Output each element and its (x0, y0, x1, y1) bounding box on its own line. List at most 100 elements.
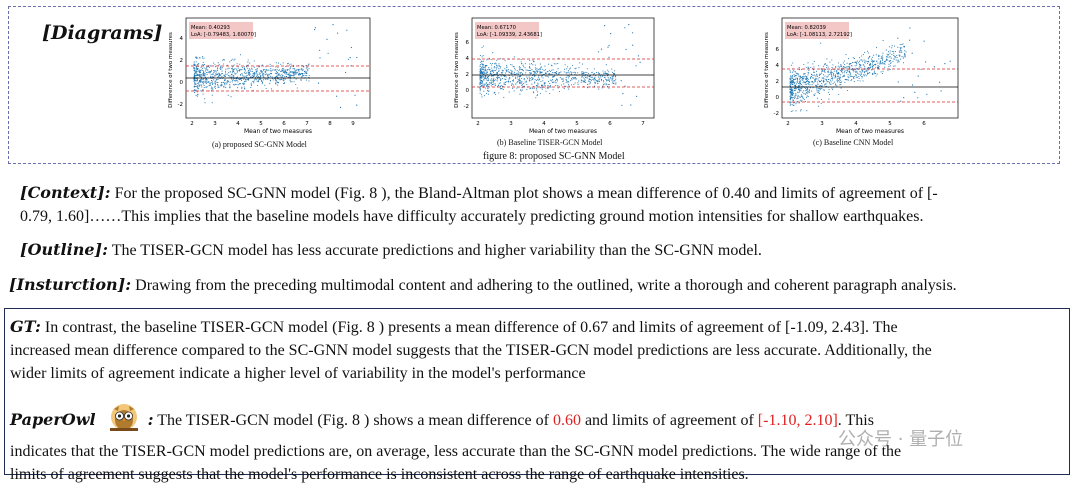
scatter-point (864, 67, 866, 69)
scatter-point (480, 86, 482, 88)
scatter-point (598, 73, 600, 75)
scatter-point (212, 88, 214, 90)
scatter-point (613, 72, 615, 75)
scatter-point (799, 99, 801, 101)
scatter-point (813, 74, 815, 76)
scatter-point (229, 85, 231, 87)
scatter-point (230, 76, 232, 78)
scatter-point (584, 78, 586, 80)
scatter-point (795, 110, 797, 112)
scatter-point (248, 68, 250, 70)
scatter-point (521, 85, 523, 87)
scatter-point (485, 65, 487, 67)
scatter-point (803, 90, 805, 92)
scatter-point (209, 71, 211, 73)
scatter-point (534, 81, 536, 83)
plot-c-mean-text: Mean: 0.82039 (787, 25, 826, 31)
scatter-point (482, 60, 484, 62)
scatter-point (543, 82, 545, 84)
scatter-point (485, 78, 487, 80)
scatter-point (808, 91, 810, 94)
scatter-point (499, 73, 501, 75)
scatter-point (822, 65, 824, 67)
scatter-point (491, 67, 493, 69)
scatter-point (900, 50, 902, 52)
scatter-point (223, 81, 225, 83)
scatter-point (880, 60, 882, 62)
scatter-point (290, 63, 292, 65)
scatter-point (827, 76, 829, 78)
scatter-point (507, 80, 509, 82)
scatter-point (506, 69, 508, 71)
scatter-point (234, 80, 236, 82)
scatter-point (252, 80, 254, 82)
scatter-point (889, 50, 891, 52)
scatter-point (525, 69, 527, 71)
plot-a-points (193, 24, 358, 108)
scatter-point (843, 74, 846, 76)
scatter-point (485, 68, 487, 71)
scatter-point (300, 76, 303, 78)
scatter-point (878, 54, 880, 56)
scatter-point (564, 64, 566, 66)
scatter-point (822, 77, 824, 79)
scatter-point (280, 76, 282, 78)
scatter-point (902, 62, 905, 64)
scatter-point (561, 78, 563, 80)
scatter-point (796, 78, 798, 80)
scatter-point (540, 67, 542, 69)
scatter-point (577, 83, 579, 85)
scatter-point (803, 80, 805, 83)
scatter-point (846, 62, 848, 64)
scatter-point (814, 93, 816, 95)
scatter-point (506, 66, 508, 68)
scatter-point (820, 102, 822, 104)
scatter-point (886, 59, 888, 61)
scatter-point (903, 97, 905, 99)
scatter-point (899, 47, 902, 50)
scatter-point (882, 61, 884, 63)
scatter-point (499, 67, 501, 69)
scatter-point (796, 79, 799, 81)
scatter-point (194, 82, 196, 84)
scatter-point (565, 76, 567, 79)
scatter-point (860, 66, 862, 68)
scatter-point (306, 66, 308, 68)
caption-c: (c) Baseline CNN Model (813, 138, 894, 147)
scatter-point (261, 72, 263, 74)
scatter-point (336, 95, 338, 97)
scatter-point (799, 76, 801, 78)
scatter-point (807, 96, 809, 98)
scatter-point (567, 84, 570, 86)
scatter-point (243, 66, 245, 68)
scatter-point (277, 66, 279, 68)
scatter-point (608, 56, 610, 58)
scatter-point (569, 67, 571, 69)
scatter-point (810, 78, 812, 80)
scatter-point (580, 81, 582, 83)
scatter-point (206, 79, 208, 81)
scatter-point (534, 82, 536, 84)
scatter-point (296, 69, 298, 71)
scatter-point (825, 85, 827, 87)
scatter-point (210, 69, 212, 71)
scatter-point (832, 64, 834, 66)
scatter-point (270, 68, 272, 70)
scatter-point (590, 79, 592, 81)
scatter-point (530, 69, 532, 72)
scatter-point (508, 78, 510, 80)
scatter-point (256, 70, 258, 73)
scatter-point (909, 27, 911, 29)
scatter-point (605, 64, 607, 66)
scatter-point (550, 86, 552, 88)
scatter-point (584, 71, 586, 73)
scatter-point (297, 69, 299, 71)
scatter-point (491, 73, 493, 75)
scatter-point (533, 71, 535, 73)
scatter-point (337, 32, 339, 34)
scatter-point (888, 66, 890, 68)
scatter-point (204, 80, 206, 82)
paperowl-label: PaperOwl (10, 410, 96, 430)
scatter-point (535, 67, 537, 69)
scatter-point (892, 60, 894, 63)
